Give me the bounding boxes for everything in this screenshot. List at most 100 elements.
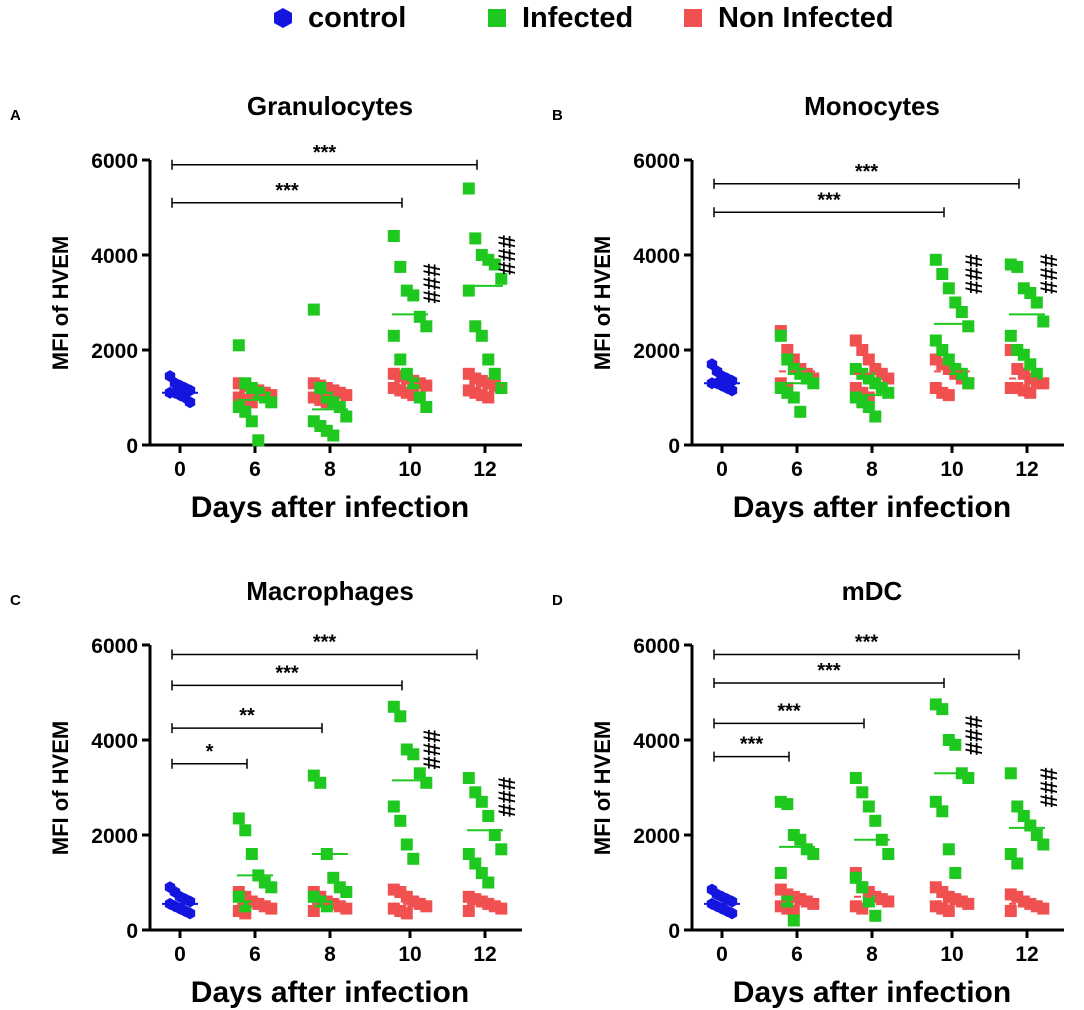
- panel-letter: D: [552, 592, 563, 609]
- significance-label: ***: [855, 632, 879, 654]
- hash-significance-label: ###: [1036, 254, 1063, 294]
- infected-point: [475, 867, 488, 879]
- infected-point: [1017, 810, 1030, 822]
- infected-point: [862, 401, 875, 413]
- infected-point: [413, 767, 426, 780]
- y-tick-label: 2000: [633, 825, 680, 848]
- legend-label-infected: Infected: [522, 1, 634, 34]
- infected-point: [936, 268, 949, 280]
- infected-point: [882, 386, 895, 399]
- infected-point: [849, 772, 862, 784]
- infected-point: [394, 710, 407, 723]
- infected-point: [394, 814, 407, 827]
- non-infected-point: [462, 905, 475, 917]
- infected-point: [1030, 367, 1043, 380]
- non-infected-point: [882, 895, 895, 908]
- infected-point: [495, 382, 508, 394]
- infected-point: [327, 429, 340, 442]
- infected-point: [942, 282, 955, 295]
- infected-point: [482, 353, 495, 366]
- infected-point: [420, 401, 433, 413]
- infected-point: [340, 410, 353, 423]
- infected-point: [232, 812, 245, 825]
- infected-point: [781, 353, 794, 366]
- infected-point: [407, 289, 420, 302]
- y-axis-label: MFI of HVEM: [48, 236, 73, 370]
- infected-point: [849, 871, 862, 884]
- infected-point: [1030, 829, 1043, 841]
- panel-letter: C: [10, 592, 21, 609]
- infected-point: [949, 296, 962, 309]
- non-infected-point: [962, 897, 975, 910]
- significance-label: ***: [855, 161, 879, 183]
- non-infected-point: [1037, 377, 1050, 390]
- infected-point: [862, 895, 875, 908]
- y-axis-label: MFI of HVEM: [590, 236, 615, 370]
- infected-point: [314, 382, 327, 394]
- non-infected-point: [265, 902, 278, 915]
- square-marker-icon: [684, 9, 702, 27]
- infected-point: [239, 900, 252, 913]
- y-tick-label: 0: [126, 920, 138, 943]
- infected-point: [314, 776, 327, 789]
- control-point: [184, 396, 196, 409]
- x-axis-label: Days after infection: [191, 491, 469, 524]
- infected-point: [949, 867, 962, 879]
- infected-point: [482, 253, 495, 266]
- infected-point: [1017, 348, 1030, 361]
- infected-point: [781, 895, 794, 908]
- y-tick-label: 6000: [633, 150, 680, 173]
- legend-item-infected: Infected: [486, 0, 633, 36]
- infected-point: [942, 843, 955, 856]
- x-tick-label: 0: [716, 943, 728, 966]
- infected-point: [1030, 296, 1043, 309]
- infected-point: [462, 182, 475, 195]
- infected-point: [1037, 838, 1050, 851]
- infected-point: [462, 772, 475, 784]
- x-tick-label: 0: [174, 943, 186, 966]
- y-tick-label: 2000: [91, 825, 138, 848]
- infected-point: [340, 886, 353, 898]
- y-tick-label: 0: [126, 435, 138, 458]
- infected-point: [955, 306, 968, 318]
- infected-point: [794, 833, 807, 846]
- panel-letter: B: [552, 107, 563, 124]
- legend-label-control: control: [308, 1, 407, 34]
- y-tick-label: 6000: [633, 635, 680, 658]
- infected-point: [1004, 848, 1017, 860]
- non-infected-point: [420, 379, 433, 392]
- panel-b: B Monocytes 0 2000 4000 6000 0 6 8 10 12 Days after…: [542, 40, 1084, 525]
- infected-point: [882, 848, 895, 860]
- infected-point: [781, 798, 794, 811]
- non-infected-point: [849, 334, 862, 347]
- infected-point: [482, 876, 495, 889]
- infected-point: [488, 258, 501, 271]
- infected-point: [869, 814, 882, 827]
- infected-point: [407, 377, 420, 390]
- infected-point: [387, 800, 400, 813]
- infected-point: [962, 772, 975, 784]
- infected-point: [807, 848, 820, 860]
- x-tick-label: 8: [866, 458, 878, 481]
- infected-point: [245, 382, 258, 394]
- chart-title: Monocytes: [804, 91, 940, 121]
- non-infected-point: [781, 344, 794, 356]
- infected-point: [307, 303, 320, 316]
- non-infected-point: [1037, 902, 1050, 915]
- significance-label: **: [239, 705, 255, 727]
- x-tick-label: 0: [716, 458, 728, 481]
- x-tick-label: 6: [249, 458, 261, 481]
- infected-point: [475, 795, 488, 808]
- y-axis-label: MFI of HVEM: [48, 721, 73, 855]
- non-infected-point: [807, 897, 820, 910]
- non-infected-point: [245, 895, 258, 908]
- infected-point: [495, 843, 508, 856]
- infected-point: [1011, 260, 1024, 273]
- significance-label: ***: [740, 734, 764, 756]
- significance-label: ***: [817, 660, 841, 682]
- infected-point: [856, 881, 869, 894]
- chart-title: Macrophages: [246, 576, 414, 606]
- hash-significance-label: ###: [494, 777, 521, 817]
